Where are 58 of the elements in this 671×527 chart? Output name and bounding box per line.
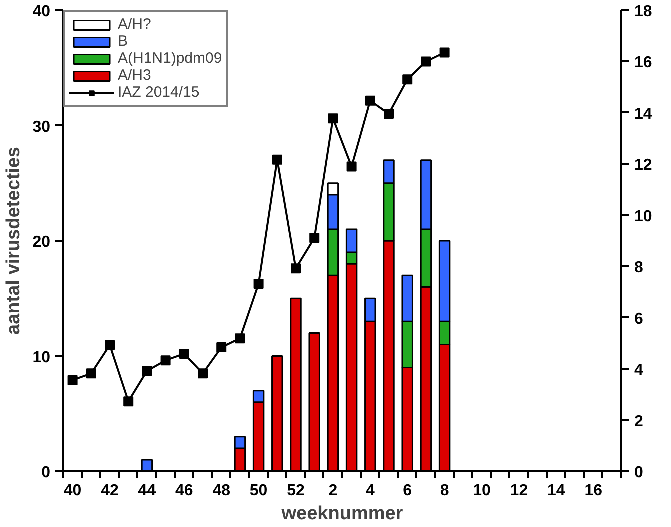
x-tick-label: 10 — [473, 482, 491, 500]
x-tick-label: 42 — [101, 482, 119, 500]
x-tick-label: 44 — [138, 482, 156, 500]
point — [346, 162, 357, 172]
x-tick-label: 2 — [328, 482, 338, 500]
y-tick-label: 10 — [32, 349, 51, 366]
y2-tick-label: 16 — [634, 54, 652, 72]
point — [365, 96, 376, 106]
point — [402, 74, 413, 85]
y-tick-label: 40 — [32, 4, 51, 20]
legend-label: IAZ 2014/15 — [118, 84, 200, 101]
point — [68, 375, 78, 386]
x-tick-label: 16 — [584, 482, 603, 500]
point — [179, 348, 190, 359]
y2-tick-label: 18 — [634, 4, 652, 20]
legend-label: A/H3 — [118, 67, 152, 84]
y2-tick-label: 12 — [634, 157, 652, 174]
y2-tick-label: 6 — [634, 310, 644, 328]
y-axis-title: aantal virusdetecties — [4, 147, 25, 335]
x-axis-title: weeknummer — [280, 504, 404, 524]
point — [124, 396, 134, 407]
y2-tick-label: 2 — [634, 413, 644, 430]
point — [440, 48, 450, 58]
y-tick-label: 30 — [32, 118, 51, 136]
x-tick-label: 40 — [64, 482, 82, 500]
x-tick-label: 48 — [212, 482, 231, 500]
x-tick-label: 12 — [510, 482, 528, 500]
point — [86, 368, 96, 379]
x-tick-label: 6 — [403, 482, 412, 500]
point — [272, 154, 282, 165]
point — [328, 114, 338, 124]
point — [235, 334, 246, 344]
legend-label: A/H? — [118, 16, 152, 33]
x-tick-label: 8 — [440, 482, 450, 500]
y2-tick-label: 4 — [634, 362, 644, 380]
point — [421, 56, 432, 67]
point — [310, 233, 320, 244]
point — [105, 340, 115, 350]
point — [160, 356, 171, 366]
point — [291, 264, 301, 274]
y2-tick-label: 0 — [634, 464, 644, 482]
x-tick-label: 46 — [176, 482, 194, 500]
x-tick-label: 52 — [287, 482, 305, 500]
x-tick-label: 14 — [548, 482, 566, 500]
legend-label: B — [118, 33, 130, 50]
legend-label: A(H1N1)pdm09 — [118, 50, 222, 67]
point — [198, 368, 208, 379]
point — [142, 366, 152, 376]
x-tick-label: 4 — [366, 482, 375, 500]
x-tick-label: 50 — [250, 482, 268, 500]
point — [384, 108, 394, 119]
y2-tick-label: 10 — [634, 208, 652, 226]
y-tick-label: 0 — [42, 464, 51, 482]
y2-tick-label: 8 — [634, 260, 644, 277]
y2-tick-label: 14 — [634, 106, 652, 123]
y-tick-label: 20 — [32, 234, 51, 251]
point — [216, 342, 227, 353]
point — [254, 279, 264, 290]
